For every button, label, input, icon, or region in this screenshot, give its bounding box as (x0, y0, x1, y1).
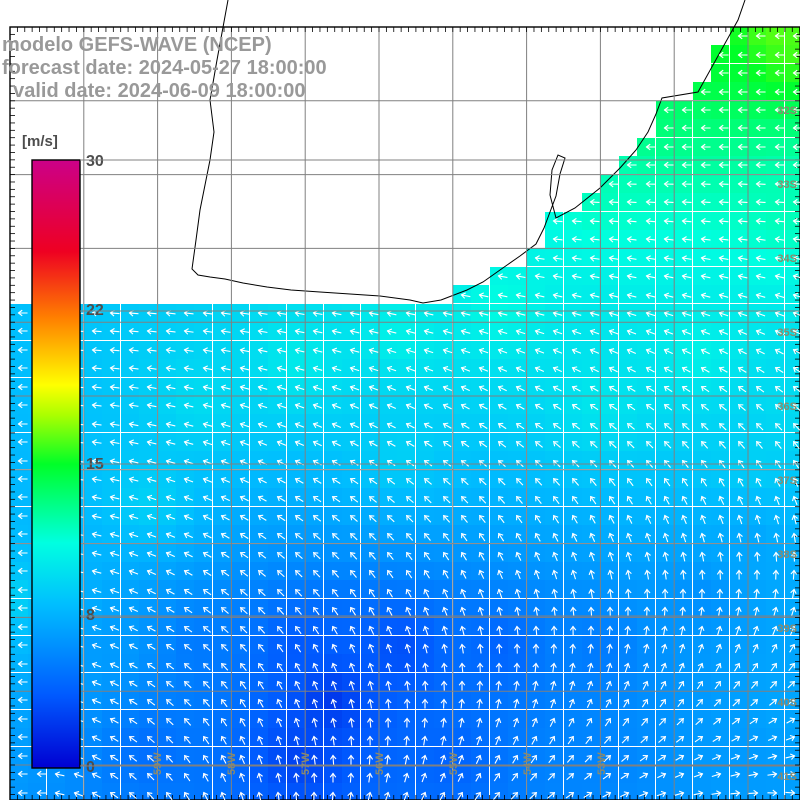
svg-text:54W: 54W (522, 752, 534, 775)
svg-text:59W: 59W (152, 752, 164, 775)
svg-text:[m/s]: [m/s] (22, 133, 58, 150)
svg-text:40S: 40S (777, 697, 797, 709)
svg-text:30: 30 (86, 153, 104, 170)
svg-text:0: 0 (86, 759, 95, 776)
svg-text:57W: 57W (300, 752, 312, 775)
svg-text:38S: 38S (777, 549, 797, 561)
svg-text:36S: 36S (777, 401, 797, 413)
svg-text:41S: 41S (777, 771, 797, 783)
svg-text:33S: 33S (777, 179, 797, 191)
svg-text:37S: 37S (777, 475, 797, 487)
svg-text:53W: 53W (596, 752, 608, 775)
svg-text:35S: 35S (777, 327, 797, 339)
svg-text:56W: 56W (374, 752, 386, 775)
svg-text:58W: 58W (226, 752, 238, 775)
svg-text:39S: 39S (777, 623, 797, 635)
svg-text:34S: 34S (777, 253, 797, 265)
svg-text:32S: 32S (777, 105, 797, 117)
svg-text:55W: 55W (448, 752, 460, 775)
